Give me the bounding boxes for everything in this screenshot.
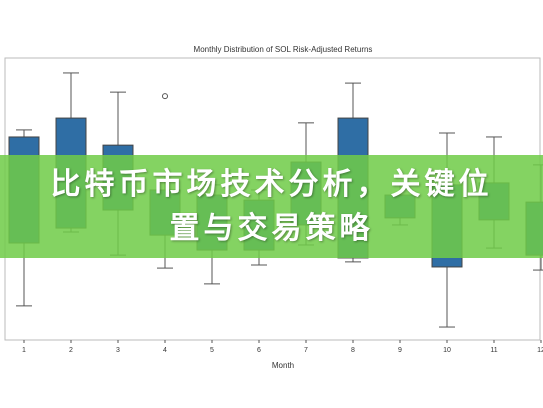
- x-tick-label: 11: [490, 347, 497, 354]
- x-tick-label: 5: [210, 347, 214, 354]
- x-tick-label: 1: [22, 347, 26, 354]
- banner: 比特币市场技术分析，关键位置与交易策略: [0, 155, 543, 258]
- x-tick-label: 9: [398, 347, 402, 354]
- chart-title: Monthly Distribution of SOL Risk-Adjuste…: [194, 45, 373, 54]
- outlier: [162, 93, 168, 100]
- x-tick-label: 3: [116, 347, 120, 354]
- x-tick-label: 8: [351, 347, 355, 354]
- x-tick-label: 6: [257, 347, 261, 354]
- x-axis-label: Month: [272, 361, 294, 370]
- x-tick-label: 4: [163, 347, 167, 354]
- x-tick-label: 10: [443, 347, 451, 354]
- x-tick-label: 7: [304, 347, 308, 354]
- banner-text: 比特币市场技术分析，关键位置与交易策略: [50, 166, 493, 246]
- x-tick-label: 2: [69, 347, 73, 354]
- x-tick-label: 12: [537, 347, 543, 354]
